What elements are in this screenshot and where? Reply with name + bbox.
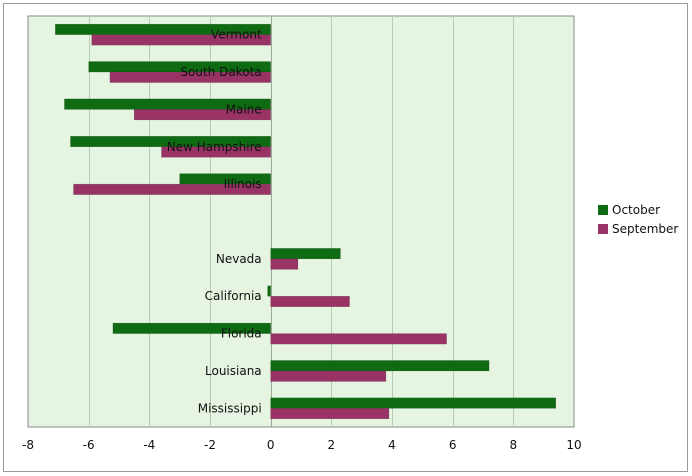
category-label-vermont: Vermont <box>211 28 262 42</box>
bar-october-nevada <box>270 248 341 260</box>
category-label-maine: Maine <box>226 102 262 116</box>
legend-swatch-september <box>598 224 608 234</box>
bar-september-nevada <box>270 258 299 270</box>
bar-september-new-hampshire <box>161 146 271 158</box>
tick-label-6: 6 <box>449 438 457 452</box>
tick-label--8: -8 <box>22 438 34 452</box>
bar-september-louisiana <box>270 370 387 382</box>
tick-label-2: 2 <box>328 438 336 452</box>
bar-october-vermont <box>55 23 271 35</box>
category-label-mississippi: Mississippi <box>198 401 262 415</box>
tick-label-8: 8 <box>510 438 518 452</box>
bar-october-mississippi <box>270 397 557 409</box>
plot-area <box>27 15 575 428</box>
bar-september-vermont <box>91 34 271 46</box>
category-label-nevada: Nevada <box>216 252 262 266</box>
bar-september-illinois <box>73 183 271 195</box>
legend-label-october: October <box>612 203 660 217</box>
bar-september-florida <box>270 333 447 345</box>
tick-label--6: -6 <box>83 438 95 452</box>
bar-september-maine <box>133 109 271 121</box>
tick-label-0: 0 <box>267 438 275 452</box>
category-label-florida: Florida <box>221 327 262 341</box>
legend-label-september: September <box>612 222 678 236</box>
tick-label-10: 10 <box>566 438 581 452</box>
tick-label-4: 4 <box>388 438 396 452</box>
tick-label--2: -2 <box>204 438 216 452</box>
legend-swatch-october <box>598 205 608 215</box>
gridlines <box>89 16 514 427</box>
category-label-california: California <box>205 289 262 303</box>
category-label-new-hampshire: New Hampshire <box>167 140 262 154</box>
bar-september-south-dakota <box>109 71 271 83</box>
bar-october-florida <box>112 322 271 334</box>
x-axis-tick-labels: -8 -6 -4 -2 0 2 4 6 8 10 <box>22 438 582 452</box>
category-label-illinois: Illinois <box>224 177 262 191</box>
bar-september-mississippi <box>270 408 390 420</box>
legend: October September <box>598 203 678 236</box>
bar-october-louisiana <box>270 360 490 372</box>
category-label-louisiana: Louisiana <box>205 364 262 378</box>
chart-frame <box>3 3 688 472</box>
category-labels: Vermont South Dakota Maine New Hampshire Ill… <box>167 28 262 416</box>
bar-september-california <box>270 295 350 307</box>
category-label-south-dakota: South Dakota <box>180 65 261 79</box>
tick-label--4: -4 <box>143 438 155 452</box>
bar-october-california <box>267 285 271 297</box>
bars <box>55 23 557 420</box>
